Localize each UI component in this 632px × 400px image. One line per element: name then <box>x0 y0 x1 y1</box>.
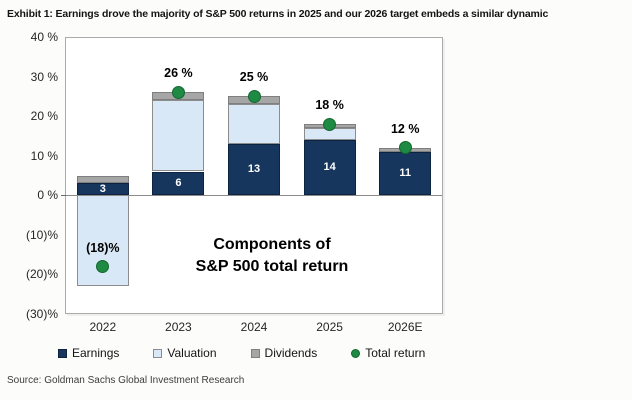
bar-segment-earnings <box>303 139 356 196</box>
bar-segment-earnings <box>379 151 432 196</box>
legend-item-total-return: Total return <box>351 346 425 360</box>
legend-marker-square <box>153 348 163 358</box>
legend-label: Dividends <box>264 346 318 360</box>
x-tick-label: 2025 <box>316 320 343 334</box>
total-return-label: (18)% <box>86 240 120 255</box>
legend-item-valuation: Valuation <box>153 346 217 360</box>
total-return-dot <box>247 89 261 103</box>
legend-marker-circle <box>351 348 361 358</box>
x-tick-label: 2024 <box>240 320 268 334</box>
total-return-label: 18 % <box>315 98 344 113</box>
total-return-dot <box>171 85 185 99</box>
x-tick-label: 2026E <box>387 320 423 334</box>
zero-axis-tick <box>61 195 66 197</box>
annotation-line-2: S&P 500 total return <box>195 258 349 275</box>
x-tick-label: 2022 <box>89 320 117 334</box>
total-return-dot <box>96 260 110 273</box>
bar-segment-valuation <box>152 100 205 172</box>
source-note: Source: Goldman Sachs Global Investment … <box>7 375 245 386</box>
legend-item-earnings: Earnings <box>58 346 119 360</box>
legend-label: Earnings <box>72 346 120 360</box>
bar-segment-earnings <box>228 143 280 196</box>
legend-label: Valuation <box>167 346 217 360</box>
total-return-label: 12 % <box>390 121 420 136</box>
legend-item-dividends: Dividends <box>250 346 318 360</box>
bar-segment-dividends <box>76 175 129 184</box>
bar-value-label: 6 <box>175 176 182 189</box>
legend-label: Total return <box>365 346 426 360</box>
bar-value-label: 11 <box>399 167 411 179</box>
y-tick-label: 40 % <box>30 30 58 44</box>
total-return-label: 26 % <box>164 66 193 81</box>
y-tick-label: 10 % <box>30 148 58 163</box>
y-tick-label: 20 % <box>30 109 58 124</box>
bar-segment-earnings <box>76 183 129 196</box>
legend: Earnings Valuation Dividends Total return <box>58 346 425 360</box>
total-return-dot <box>323 117 337 131</box>
zero-axis-line <box>66 195 442 197</box>
bar-value-label: 14 <box>323 161 336 174</box>
y-tick-label: (10)% <box>25 227 58 242</box>
legend-marker-square <box>250 348 260 358</box>
bar-value-label: 13 <box>247 163 261 176</box>
y-tick-label: 30 % <box>30 69 58 84</box>
exhibit-title: Exhibit 1: Earnings drove the majority o… <box>7 8 549 20</box>
y-tick-label: 0 % <box>37 188 58 203</box>
legend-marker-square <box>58 348 67 358</box>
bar-segment-valuation <box>228 104 280 144</box>
x-tick-label: 2023 <box>165 320 192 334</box>
y-tick-label: (20)% <box>25 267 58 282</box>
y-tick-label: (30)% <box>25 307 58 321</box>
bar-value-label: 3 <box>99 182 106 195</box>
annotation-line-1: Components of <box>213 236 331 253</box>
total-return-label: 25 % <box>239 70 269 85</box>
total-return-dot <box>398 141 412 155</box>
bar-segment-earnings <box>152 171 205 196</box>
chart-annotation: Components of S&P 500 total return <box>132 234 412 278</box>
